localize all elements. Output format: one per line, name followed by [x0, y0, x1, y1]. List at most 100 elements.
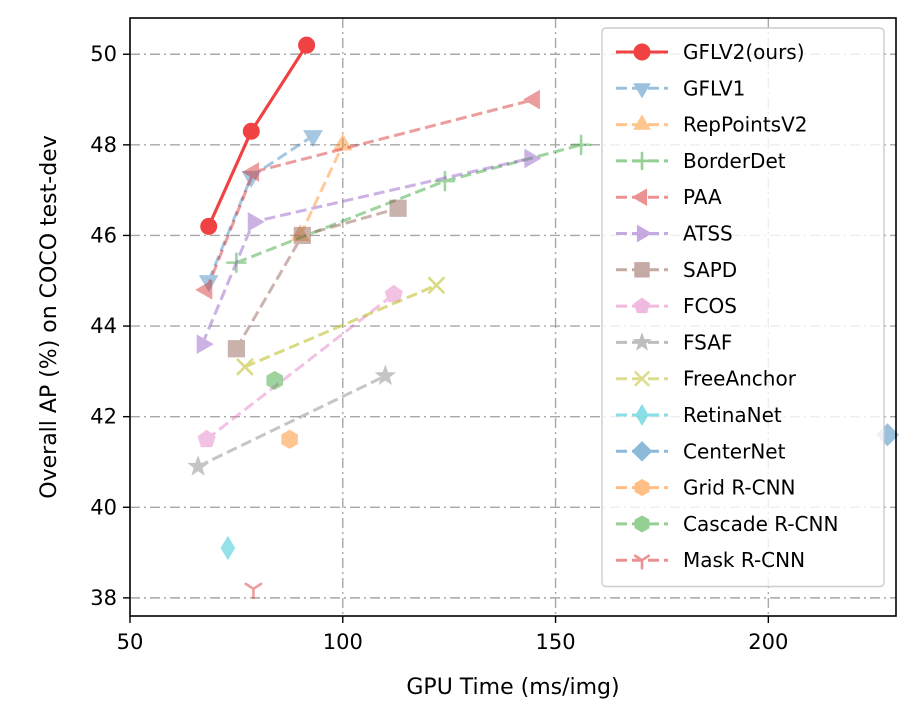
legend-label: RepPointsV2 [683, 113, 807, 137]
series-gflv2-ours [200, 36, 316, 235]
axis-ticks: 50 100 150 200 38 40 42 44 46 48 50 [90, 42, 788, 654]
x-tick-label: 200 [748, 630, 788, 654]
data-point-sapd [389, 199, 407, 217]
legend-label: CenterNet [683, 439, 786, 463]
legend-marker-centernet [631, 440, 653, 462]
legend-marker-reppointsv2 [633, 114, 651, 130]
legend-label: RetinaNet [683, 403, 782, 427]
data-point-gflv2-ours [200, 217, 218, 235]
legend-marker-gflv2-ours [633, 43, 651, 61]
series-paa [195, 89, 540, 300]
series-line-sapd [235, 206, 399, 350]
series-line-fsaf [197, 374, 386, 468]
legend-label: Grid R-CNN [683, 476, 796, 500]
y-tick-label: 38 [90, 586, 117, 610]
legend-entry-paa [616, 188, 668, 207]
legend-marker-borderdet [632, 151, 652, 171]
series-freeanchor [236, 276, 445, 376]
series-cascade-r-cnn [266, 370, 283, 390]
data-point-gflv2-ours [242, 122, 260, 140]
data-point-cascade-r-cnn [266, 370, 283, 390]
data-point-freeanchor [427, 276, 445, 294]
legend-label: PAA [683, 185, 722, 209]
series-line-freeanchor [244, 283, 437, 369]
legend-entry-gflv2-ours [616, 43, 668, 61]
legend-entry-centernet [616, 440, 668, 462]
series-line-borderdet [235, 143, 582, 265]
x-tick-label: 150 [536, 630, 576, 654]
legend-box [601, 27, 885, 588]
legend-entry-mask-r-cnn [616, 554, 668, 570]
series-gflv1 [198, 130, 323, 293]
y-axis-title: Overall AP (%) on COCO test-dev [37, 135, 62, 498]
legend-entry-reppointsv2 [616, 114, 668, 130]
data-point-paa [522, 89, 540, 110]
series-mask-r-cnn [244, 582, 263, 600]
data-point-reppointsv2 [290, 224, 311, 242]
data-point-fcos [197, 429, 216, 448]
data-point-mask-r-cnn [244, 582, 263, 600]
data-point-fsaf [187, 455, 209, 476]
legend-entry-cascade-r-cnn [616, 515, 668, 533]
data-point-atss [524, 148, 542, 169]
legend-label: ATSS [683, 222, 733, 246]
x-tick-label: 50 [117, 630, 144, 654]
y-tick-label: 50 [90, 42, 117, 66]
legend-marker-grid-r-cnn [634, 479, 650, 497]
legend-marker-paa [631, 188, 648, 207]
data-point-atss [247, 212, 265, 232]
data-point-borderdet [434, 170, 456, 192]
y-tick-label: 46 [90, 223, 117, 247]
series-retinanet [220, 535, 236, 561]
legend-marker-sapd [634, 262, 650, 278]
legend-marker-fsaf [632, 332, 652, 351]
grid-lines [130, 18, 896, 616]
data-point-atss [196, 334, 214, 355]
data-point-gflv1 [303, 130, 323, 148]
legend-label: Mask R-CNN [683, 548, 805, 572]
x-tick-label: 100 [323, 630, 363, 654]
data-point-gflv1 [241, 170, 262, 188]
data-point-sapd [227, 340, 245, 358]
data-point-reppointsv2 [332, 133, 353, 151]
data-point-fcos [384, 284, 403, 303]
legend-entry-atss [616, 224, 668, 243]
series-borderdet [226, 134, 592, 273]
y-tick-label: 40 [90, 495, 117, 519]
legend-entry-freeanchor [616, 371, 668, 387]
data-point-gflv1 [198, 275, 219, 293]
data-point-freeanchor [236, 358, 254, 376]
series-line-fcos [205, 293, 395, 441]
series-fsaf [187, 364, 397, 476]
data-point-borderdet [226, 252, 247, 273]
data-point-borderdet [570, 134, 592, 156]
legend-label: SAPD [683, 258, 737, 282]
legend-marker-cascade-r-cnn [634, 515, 650, 533]
series-line-reppointsv2 [298, 144, 345, 237]
legend-marker-mask-r-cnn [633, 554, 651, 570]
x-axis-title: GPU Time (ms/img) [406, 675, 619, 700]
legend-label: GFLV1 [683, 76, 745, 100]
data-point-paa [242, 162, 260, 182]
legend-entry-fcos [616, 297, 668, 314]
series-atss [196, 148, 542, 355]
series-sapd [227, 199, 407, 358]
legend-label: Cascade R-CNN [683, 512, 838, 536]
legend-entry-grid-r-cnn [616, 479, 668, 497]
legend-marker-retinanet [635, 404, 649, 426]
series-fcos [197, 284, 403, 448]
legend: GFLV2(ours) GFLV1 RepPointsV2 BorderDet PAA A… [601, 27, 885, 588]
legend-label: FCOS [683, 294, 737, 318]
legend-label: FreeAnchor [683, 367, 797, 391]
legend-marker-fcos [633, 297, 651, 314]
legend-marker-atss [636, 224, 653, 243]
legend-entry-borderdet [616, 151, 668, 171]
legend-label: FSAF [683, 330, 732, 354]
legend-entry-gflv1 [616, 83, 668, 99]
legend-label: GFLV2(ours) [683, 40, 805, 64]
data-point-paa [195, 279, 213, 300]
y-tick-label: 42 [90, 405, 117, 429]
series-line-paa [205, 98, 535, 291]
data-point-gflv2-ours [298, 36, 316, 54]
